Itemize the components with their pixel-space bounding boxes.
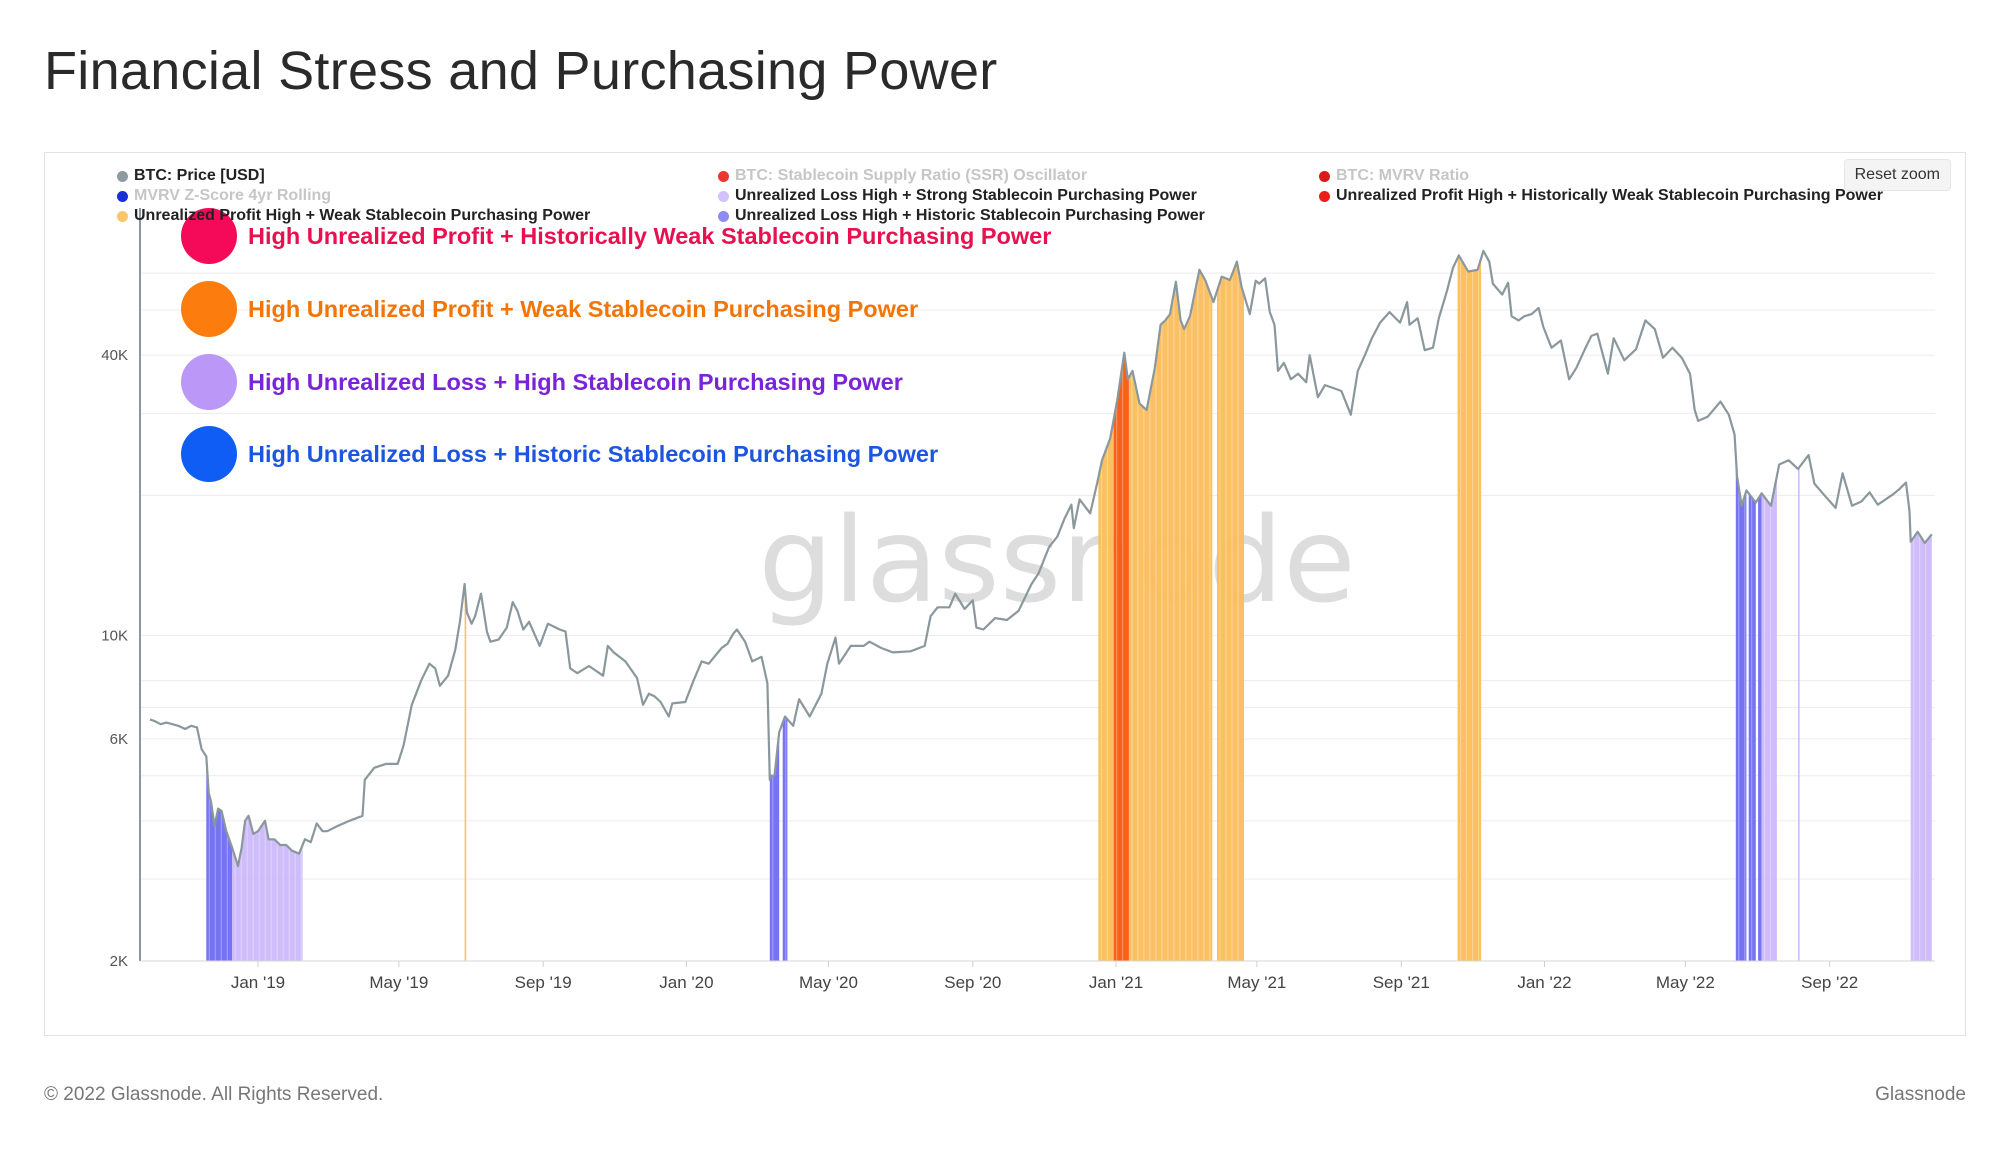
- x-tick-label: Sep '21: [1373, 973, 1430, 992]
- legend-dot-icon: [117, 190, 128, 202]
- x-tick-label: Jan '21: [1089, 973, 1143, 992]
- y-tick-label: 6K: [110, 731, 128, 748]
- x-tick-label: Jan '22: [1517, 973, 1571, 992]
- regime-band: [206, 756, 233, 961]
- x-tick-label: Sep '22: [1801, 973, 1858, 992]
- page-title: Financial Stress and Purchasing Power: [44, 41, 998, 101]
- regime-band: [1761, 476, 1777, 961]
- regime-bands: [206, 256, 1932, 962]
- legend-dot-icon: [117, 170, 128, 182]
- chart-panel: glassnode 2K 6K 10K 40K Jan '19 May '19 Sep '…: [44, 152, 1966, 1036]
- y-tick-labels: 2K 6K 10K 40K: [101, 347, 128, 970]
- brand-name: Glassnode: [1875, 1084, 1966, 1105]
- watermark: glassnode: [758, 491, 1355, 629]
- legend-label: MVRV Z-Score 4yr Rolling: [134, 187, 332, 204]
- regime-band: [1457, 256, 1482, 961]
- annotation-label: High Unrealized Profit + Historically We…: [248, 223, 1051, 249]
- regime-band: [232, 816, 303, 961]
- regime-band: [1217, 263, 1244, 961]
- y-tick-label: 2K: [110, 953, 128, 970]
- reset-zoom-button[interactable]: Reset zoom: [1843, 159, 1951, 191]
- legend-item[interactable]: BTC: Stablecoin Supply Ratio (SSR) Oscil…: [718, 167, 1087, 185]
- x-tick-label: Sep '20: [944, 973, 1001, 992]
- legend-label: Unrealized Loss High + Historic Stableco…: [735, 207, 1205, 224]
- annotation-label: High Unrealized Loss + Historic Stableco…: [248, 441, 938, 467]
- annotation-swatch: [181, 354, 237, 410]
- legend-label: BTC: Stablecoin Supply Ratio (SSR) Oscil…: [735, 167, 1088, 184]
- legend-label: BTC: MVRV Ratio: [1336, 167, 1470, 184]
- legend-item[interactable]: Unrealized Profit High + Historically We…: [1319, 187, 1883, 205]
- annotation-swatch: [181, 426, 237, 482]
- price-series-line: [149, 249, 1933, 868]
- legend: BTC: Price [USD] BTC: Stablecoin Supply R…: [45, 153, 1965, 233]
- legend-item[interactable]: BTC: MVRV Ratio: [1319, 167, 1469, 185]
- legend-item[interactable]: Unrealized Loss High + Historic Stableco…: [718, 207, 1205, 225]
- x-tick-labels: Jan '19 May '19 Sep '19 Jan '20 May '20 Sep '…: [231, 961, 1858, 992]
- legend-item[interactable]: BTC: Price [USD]: [117, 167, 265, 185]
- regime-band: [1748, 493, 1756, 961]
- annotation-block: High Unrealized Profit + Historically We…: [181, 208, 1051, 482]
- regime-band: [1128, 271, 1213, 962]
- legend-dot-icon: [718, 170, 729, 182]
- x-tick-label: Jan '20: [659, 973, 713, 992]
- x-tick-label: May '22: [1656, 973, 1715, 992]
- x-tick-label: May '19: [369, 973, 428, 992]
- annotation-swatch: [181, 281, 237, 337]
- regime-band: [1098, 419, 1114, 961]
- legend-item[interactable]: MVRV Z-Score 4yr Rolling: [117, 187, 331, 205]
- legend-dot-icon: [117, 210, 128, 222]
- regime-band: [464, 584, 467, 961]
- legend-label: Unrealized Loss High + Strong Stablecoin…: [735, 187, 1197, 204]
- copyright: © 2022 Glassnode. All Rights Reserved.: [44, 1084, 384, 1105]
- legend-label: Unrealized Profit High + Weak Stablecoin…: [134, 207, 591, 224]
- legend-label: BTC: Price [USD]: [134, 167, 265, 184]
- y-tick-label: 10K: [101, 628, 128, 645]
- regime-band: [1798, 466, 1800, 961]
- regime-band: [1113, 359, 1129, 961]
- regime-band: [1758, 493, 1762, 961]
- regime-band: [1910, 532, 1932, 961]
- legend-item[interactable]: Unrealized Profit High + Weak Stablecoin…: [117, 207, 590, 225]
- regime-band: [769, 732, 780, 961]
- y-tick-label: 40K: [101, 347, 128, 364]
- chart-canvas: glassnode 2K 6K 10K 40K Jan '19 May '19 Sep '…: [101, 208, 1935, 992]
- legend-item[interactable]: Unrealized Loss High + Strong Stablecoin…: [718, 187, 1197, 205]
- grid-lines: [140, 272, 1935, 962]
- legend-dot-icon: [718, 210, 729, 222]
- annotation-label: High Unrealized Profit + Weak Stablecoin…: [248, 296, 918, 322]
- legend-dot-icon: [718, 190, 729, 202]
- annotation-label: High Unrealized Loss + High Stablecoin P…: [248, 369, 903, 395]
- x-tick-label: May '20: [799, 973, 858, 992]
- x-tick-label: Sep '19: [515, 973, 572, 992]
- regime-band: [1735, 455, 1747, 961]
- legend-dot-icon: [1319, 190, 1330, 202]
- legend-label: Unrealized Profit High + Historically We…: [1336, 187, 1883, 204]
- x-tick-label: May '21: [1227, 973, 1286, 992]
- annotation-swatch: [181, 208, 237, 264]
- price-line: [149, 249, 1933, 868]
- regime-band: [782, 717, 788, 961]
- x-tick-label: Jan '19: [231, 973, 285, 992]
- legend-dot-icon: [1319, 170, 1330, 182]
